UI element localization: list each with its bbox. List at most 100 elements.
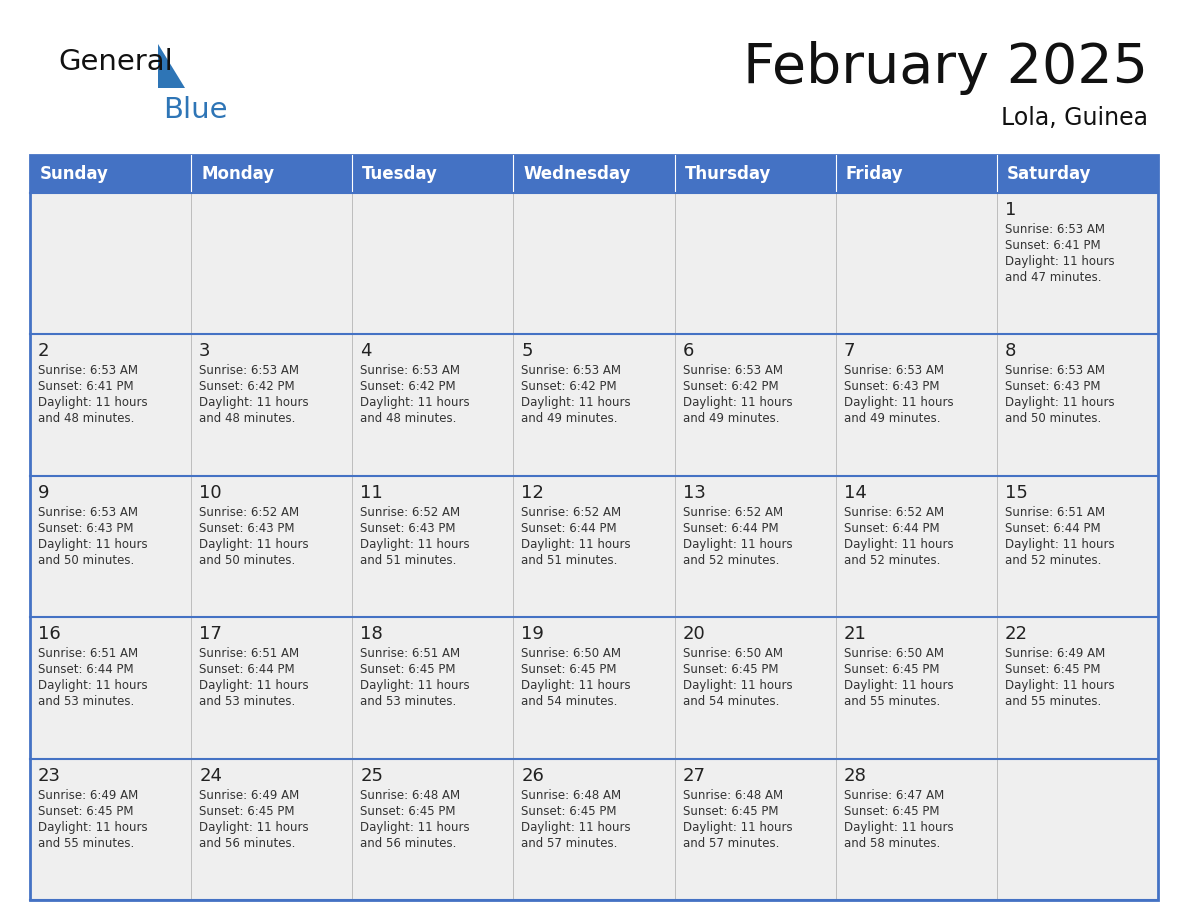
Bar: [997, 476, 1158, 617]
Text: 9: 9: [38, 484, 50, 502]
Text: 7: 7: [843, 342, 855, 361]
Text: Daylight: 11 hours: Daylight: 11 hours: [1005, 397, 1114, 409]
Text: Daylight: 11 hours: Daylight: 11 hours: [38, 821, 147, 834]
Bar: [191, 155, 353, 193]
Text: and 52 minutes.: and 52 minutes.: [683, 554, 779, 566]
Text: Sunday: Sunday: [40, 165, 109, 183]
Text: Daylight: 11 hours: Daylight: 11 hours: [843, 397, 953, 409]
Text: and 53 minutes.: and 53 minutes.: [360, 695, 456, 708]
Text: Daylight: 11 hours: Daylight: 11 hours: [38, 397, 147, 409]
Text: Sunrise: 6:51 AM: Sunrise: 6:51 AM: [200, 647, 299, 660]
Text: Sunset: 6:43 PM: Sunset: 6:43 PM: [843, 380, 940, 394]
Text: and 48 minutes.: and 48 minutes.: [360, 412, 456, 425]
Bar: [997, 334, 1158, 476]
Text: Daylight: 11 hours: Daylight: 11 hours: [1005, 679, 1114, 692]
Bar: [835, 617, 997, 758]
Bar: [513, 334, 675, 476]
Text: 24: 24: [200, 767, 222, 785]
Bar: [675, 334, 835, 476]
Bar: [835, 476, 997, 617]
Bar: [353, 334, 513, 476]
Text: Daylight: 11 hours: Daylight: 11 hours: [843, 821, 953, 834]
Text: 1: 1: [1005, 201, 1016, 219]
Bar: [675, 617, 835, 758]
Text: and 52 minutes.: and 52 minutes.: [1005, 554, 1101, 566]
Text: Sunset: 6:44 PM: Sunset: 6:44 PM: [683, 521, 778, 535]
Text: General: General: [58, 48, 172, 76]
Text: 23: 23: [38, 767, 61, 785]
Text: Sunset: 6:43 PM: Sunset: 6:43 PM: [360, 521, 456, 535]
Bar: [30, 155, 191, 193]
Text: and 52 minutes.: and 52 minutes.: [843, 554, 940, 566]
Text: Sunrise: 6:52 AM: Sunrise: 6:52 AM: [360, 506, 461, 519]
Bar: [191, 617, 353, 758]
Text: Daylight: 11 hours: Daylight: 11 hours: [683, 821, 792, 834]
Text: and 47 minutes.: and 47 minutes.: [1005, 271, 1101, 284]
Text: Daylight: 11 hours: Daylight: 11 hours: [843, 679, 953, 692]
Text: Sunrise: 6:52 AM: Sunrise: 6:52 AM: [200, 506, 299, 519]
Text: Sunrise: 6:53 AM: Sunrise: 6:53 AM: [1005, 223, 1105, 236]
Text: 12: 12: [522, 484, 544, 502]
Text: Daylight: 11 hours: Daylight: 11 hours: [200, 679, 309, 692]
Text: and 49 minutes.: and 49 minutes.: [843, 412, 940, 425]
Text: Sunrise: 6:53 AM: Sunrise: 6:53 AM: [200, 364, 299, 377]
Text: Saturday: Saturday: [1007, 165, 1092, 183]
Text: Daylight: 11 hours: Daylight: 11 hours: [522, 397, 631, 409]
Text: 27: 27: [683, 767, 706, 785]
Text: 4: 4: [360, 342, 372, 361]
Bar: [30, 617, 191, 758]
Text: Sunrise: 6:53 AM: Sunrise: 6:53 AM: [360, 364, 460, 377]
Text: Sunset: 6:43 PM: Sunset: 6:43 PM: [1005, 380, 1100, 394]
Text: Sunrise: 6:48 AM: Sunrise: 6:48 AM: [360, 789, 461, 801]
Bar: [835, 155, 997, 193]
Text: Daylight: 11 hours: Daylight: 11 hours: [522, 679, 631, 692]
Bar: [997, 617, 1158, 758]
Text: Sunset: 6:45 PM: Sunset: 6:45 PM: [843, 804, 940, 818]
Text: 6: 6: [683, 342, 694, 361]
Text: Sunset: 6:44 PM: Sunset: 6:44 PM: [38, 663, 133, 677]
Text: Daylight: 11 hours: Daylight: 11 hours: [38, 538, 147, 551]
Text: and 50 minutes.: and 50 minutes.: [38, 554, 134, 566]
Text: 25: 25: [360, 767, 384, 785]
Text: Blue: Blue: [163, 96, 227, 124]
Text: Daylight: 11 hours: Daylight: 11 hours: [38, 679, 147, 692]
Bar: [675, 155, 835, 193]
Text: and 53 minutes.: and 53 minutes.: [200, 695, 296, 708]
Bar: [675, 758, 835, 900]
Text: Sunset: 6:45 PM: Sunset: 6:45 PM: [200, 804, 295, 818]
Text: Daylight: 11 hours: Daylight: 11 hours: [522, 538, 631, 551]
Bar: [30, 193, 191, 334]
Text: Sunset: 6:45 PM: Sunset: 6:45 PM: [522, 804, 617, 818]
Bar: [997, 155, 1158, 193]
Text: Sunset: 6:43 PM: Sunset: 6:43 PM: [38, 521, 133, 535]
Text: Sunrise: 6:52 AM: Sunrise: 6:52 AM: [522, 506, 621, 519]
Text: 11: 11: [360, 484, 383, 502]
Bar: [191, 334, 353, 476]
Text: and 53 minutes.: and 53 minutes.: [38, 695, 134, 708]
Bar: [835, 334, 997, 476]
Bar: [30, 155, 1158, 900]
Bar: [675, 193, 835, 334]
Text: Sunrise: 6:49 AM: Sunrise: 6:49 AM: [1005, 647, 1105, 660]
Text: 13: 13: [683, 484, 706, 502]
Bar: [353, 476, 513, 617]
Text: and 49 minutes.: and 49 minutes.: [683, 412, 779, 425]
Bar: [353, 617, 513, 758]
Text: and 56 minutes.: and 56 minutes.: [200, 836, 296, 849]
Bar: [353, 155, 513, 193]
Text: Sunset: 6:45 PM: Sunset: 6:45 PM: [843, 663, 940, 677]
Text: Sunset: 6:45 PM: Sunset: 6:45 PM: [683, 663, 778, 677]
Text: Sunrise: 6:50 AM: Sunrise: 6:50 AM: [843, 647, 943, 660]
Text: Daylight: 11 hours: Daylight: 11 hours: [1005, 255, 1114, 268]
Bar: [513, 617, 675, 758]
Text: Sunset: 6:45 PM: Sunset: 6:45 PM: [360, 804, 456, 818]
Text: Thursday: Thursday: [684, 165, 771, 183]
Bar: [513, 155, 675, 193]
Text: and 55 minutes.: and 55 minutes.: [843, 695, 940, 708]
Bar: [997, 193, 1158, 334]
Text: 17: 17: [200, 625, 222, 644]
Text: February 2025: February 2025: [742, 41, 1148, 95]
Text: Sunrise: 6:48 AM: Sunrise: 6:48 AM: [522, 789, 621, 801]
Text: 21: 21: [843, 625, 866, 644]
Text: 14: 14: [843, 484, 866, 502]
